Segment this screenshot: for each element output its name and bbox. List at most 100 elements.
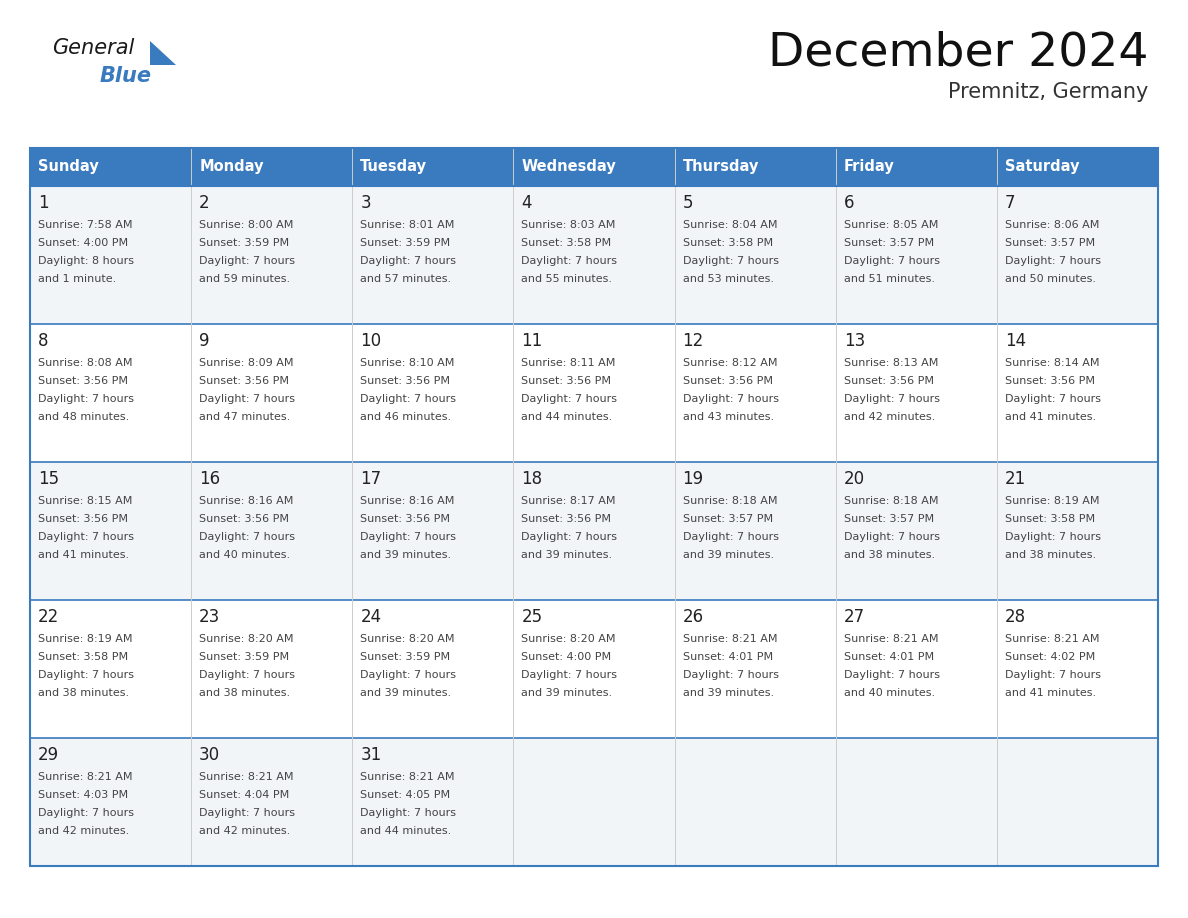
Text: and 48 minutes.: and 48 minutes. xyxy=(38,412,129,422)
Text: Sunrise: 8:06 AM: Sunrise: 8:06 AM xyxy=(1005,220,1099,230)
Text: and 41 minutes.: and 41 minutes. xyxy=(38,550,129,560)
Text: Sunrise: 8:21 AM: Sunrise: 8:21 AM xyxy=(683,634,777,644)
Text: Daylight: 7 hours: Daylight: 7 hours xyxy=(200,808,295,818)
Text: Sunset: 3:56 PM: Sunset: 3:56 PM xyxy=(522,514,612,524)
Text: and 53 minutes.: and 53 minutes. xyxy=(683,274,773,284)
Text: and 47 minutes.: and 47 minutes. xyxy=(200,412,290,422)
Text: and 38 minutes.: and 38 minutes. xyxy=(200,688,290,698)
Text: Sunset: 4:00 PM: Sunset: 4:00 PM xyxy=(522,652,612,662)
Text: 11: 11 xyxy=(522,332,543,350)
Text: Sunrise: 8:09 AM: Sunrise: 8:09 AM xyxy=(200,358,293,368)
Text: and 1 minute.: and 1 minute. xyxy=(38,274,116,284)
Text: Daylight: 7 hours: Daylight: 7 hours xyxy=(200,256,295,266)
Text: 4: 4 xyxy=(522,194,532,212)
Bar xyxy=(675,148,835,186)
Bar xyxy=(30,148,191,186)
Text: Thursday: Thursday xyxy=(683,160,759,174)
Text: Daylight: 7 hours: Daylight: 7 hours xyxy=(200,394,295,404)
Text: 6: 6 xyxy=(843,194,854,212)
Text: 23: 23 xyxy=(200,608,221,626)
Text: Sunset: 3:56 PM: Sunset: 3:56 PM xyxy=(1005,376,1095,386)
Text: Daylight: 7 hours: Daylight: 7 hours xyxy=(200,532,295,542)
Text: Daylight: 7 hours: Daylight: 7 hours xyxy=(360,532,456,542)
Text: and 39 minutes.: and 39 minutes. xyxy=(683,688,773,698)
Text: Sunset: 3:56 PM: Sunset: 3:56 PM xyxy=(38,514,128,524)
Text: and 43 minutes.: and 43 minutes. xyxy=(683,412,773,422)
Text: 13: 13 xyxy=(843,332,865,350)
Text: Saturday: Saturday xyxy=(1005,160,1080,174)
Text: Daylight: 7 hours: Daylight: 7 hours xyxy=(38,670,134,680)
Text: and 41 minutes.: and 41 minutes. xyxy=(1005,688,1097,698)
Text: and 38 minutes.: and 38 minutes. xyxy=(38,688,129,698)
Text: Daylight: 7 hours: Daylight: 7 hours xyxy=(38,532,134,542)
Text: 24: 24 xyxy=(360,608,381,626)
Text: Sunset: 3:59 PM: Sunset: 3:59 PM xyxy=(360,238,450,248)
Text: Sunrise: 8:05 AM: Sunrise: 8:05 AM xyxy=(843,220,939,230)
Polygon shape xyxy=(150,41,176,65)
Text: Daylight: 7 hours: Daylight: 7 hours xyxy=(843,670,940,680)
Text: 30: 30 xyxy=(200,746,220,764)
Text: Sunset: 4:00 PM: Sunset: 4:00 PM xyxy=(38,238,128,248)
Text: Daylight: 7 hours: Daylight: 7 hours xyxy=(360,256,456,266)
Text: 20: 20 xyxy=(843,470,865,488)
Text: and 42 minutes.: and 42 minutes. xyxy=(38,826,129,836)
Text: Sunset: 4:05 PM: Sunset: 4:05 PM xyxy=(360,790,450,800)
Bar xyxy=(513,148,675,186)
Text: Daylight: 7 hours: Daylight: 7 hours xyxy=(843,532,940,542)
Text: Sunrise: 8:12 AM: Sunrise: 8:12 AM xyxy=(683,358,777,368)
Text: and 39 minutes.: and 39 minutes. xyxy=(522,688,613,698)
Text: Sunrise: 8:15 AM: Sunrise: 8:15 AM xyxy=(38,496,132,506)
Bar xyxy=(997,148,1158,186)
Text: and 38 minutes.: and 38 minutes. xyxy=(1005,550,1097,560)
Text: Sunrise: 8:21 AM: Sunrise: 8:21 AM xyxy=(38,772,133,782)
Text: Sunrise: 8:10 AM: Sunrise: 8:10 AM xyxy=(360,358,455,368)
Text: Daylight: 7 hours: Daylight: 7 hours xyxy=(360,670,456,680)
Text: Sunrise: 8:20 AM: Sunrise: 8:20 AM xyxy=(200,634,293,644)
Text: 8: 8 xyxy=(38,332,49,350)
Text: 9: 9 xyxy=(200,332,209,350)
Text: Daylight: 7 hours: Daylight: 7 hours xyxy=(360,394,456,404)
Bar xyxy=(835,148,997,186)
Text: and 40 minutes.: and 40 minutes. xyxy=(843,688,935,698)
Text: Sunset: 3:56 PM: Sunset: 3:56 PM xyxy=(200,376,289,386)
Text: Daylight: 7 hours: Daylight: 7 hours xyxy=(683,394,778,404)
Text: 3: 3 xyxy=(360,194,371,212)
Text: 17: 17 xyxy=(360,470,381,488)
Text: and 51 minutes.: and 51 minutes. xyxy=(843,274,935,284)
Text: Premnitz, Germany: Premnitz, Germany xyxy=(948,82,1148,102)
Text: Sunset: 3:56 PM: Sunset: 3:56 PM xyxy=(360,514,450,524)
Text: and 55 minutes.: and 55 minutes. xyxy=(522,274,613,284)
Text: Sunrise: 8:08 AM: Sunrise: 8:08 AM xyxy=(38,358,133,368)
Text: Daylight: 7 hours: Daylight: 7 hours xyxy=(1005,256,1101,266)
Text: Sunset: 3:56 PM: Sunset: 3:56 PM xyxy=(360,376,450,386)
Text: Daylight: 7 hours: Daylight: 7 hours xyxy=(683,256,778,266)
Text: Sunrise: 8:20 AM: Sunrise: 8:20 AM xyxy=(522,634,615,644)
Text: Sunrise: 7:58 AM: Sunrise: 7:58 AM xyxy=(38,220,133,230)
Text: 5: 5 xyxy=(683,194,693,212)
Text: 25: 25 xyxy=(522,608,543,626)
Text: Sunset: 4:03 PM: Sunset: 4:03 PM xyxy=(38,790,128,800)
Text: and 44 minutes.: and 44 minutes. xyxy=(360,826,451,836)
Text: 29: 29 xyxy=(38,746,59,764)
Text: and 39 minutes.: and 39 minutes. xyxy=(522,550,613,560)
Text: and 59 minutes.: and 59 minutes. xyxy=(200,274,290,284)
Text: and 50 minutes.: and 50 minutes. xyxy=(1005,274,1095,284)
Text: Sunset: 3:57 PM: Sunset: 3:57 PM xyxy=(683,514,772,524)
Text: Sunday: Sunday xyxy=(38,160,99,174)
Text: 19: 19 xyxy=(683,470,703,488)
Text: Sunrise: 8:18 AM: Sunrise: 8:18 AM xyxy=(843,496,939,506)
Text: Sunset: 4:01 PM: Sunset: 4:01 PM xyxy=(843,652,934,662)
Bar xyxy=(30,186,1158,324)
Text: Sunset: 3:59 PM: Sunset: 3:59 PM xyxy=(360,652,450,662)
Text: Sunset: 4:02 PM: Sunset: 4:02 PM xyxy=(1005,652,1095,662)
Text: Sunset: 3:57 PM: Sunset: 3:57 PM xyxy=(843,238,934,248)
Text: Daylight: 7 hours: Daylight: 7 hours xyxy=(843,394,940,404)
Text: 31: 31 xyxy=(360,746,381,764)
Text: Daylight: 7 hours: Daylight: 7 hours xyxy=(38,808,134,818)
Text: Sunset: 3:58 PM: Sunset: 3:58 PM xyxy=(38,652,128,662)
Bar xyxy=(30,148,1158,866)
Text: Sunset: 3:59 PM: Sunset: 3:59 PM xyxy=(200,238,289,248)
Text: Sunset: 3:56 PM: Sunset: 3:56 PM xyxy=(843,376,934,386)
Text: Daylight: 7 hours: Daylight: 7 hours xyxy=(522,394,618,404)
Text: and 38 minutes.: and 38 minutes. xyxy=(843,550,935,560)
